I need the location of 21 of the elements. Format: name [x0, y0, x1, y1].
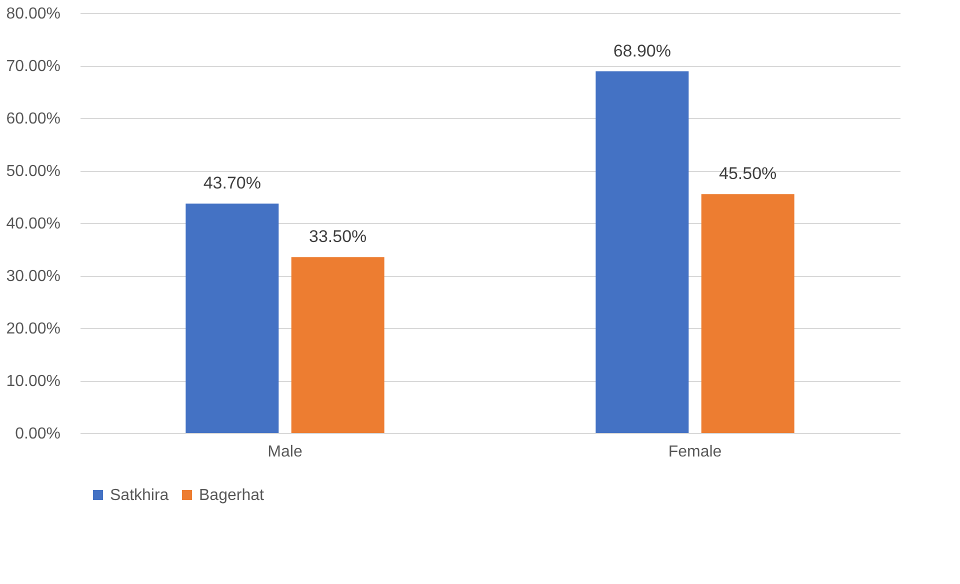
bar — [596, 71, 689, 433]
data-label: 45.50% — [719, 164, 777, 184]
y-tick-label: 60.00% — [6, 110, 60, 128]
y-tick-label: 50.00% — [6, 163, 60, 180]
y-tick-label: 20.00% — [6, 320, 60, 338]
data-label: 43.70% — [203, 174, 261, 193]
data-label: 68.90% — [613, 41, 671, 60]
x-tick-label: Female — [668, 444, 722, 460]
y-tick-label: 10.00% — [6, 373, 60, 390]
y-tick-label: 40.00% — [6, 216, 60, 232]
y-tick-label: 0.00% — [15, 426, 60, 442]
y-tick-label: 30.00% — [6, 268, 60, 285]
x-tick-label: Male — [268, 444, 302, 460]
bar — [186, 204, 279, 433]
bar — [701, 194, 794, 433]
legend-label: Satkhira — [110, 487, 169, 504]
bar — [291, 257, 384, 433]
data-label: 33.50% — [309, 227, 367, 246]
legend-label: Bagerhat — [199, 487, 264, 504]
y-tick-label: 80.00% — [6, 6, 60, 22]
y-tick-label: 70.00% — [6, 58, 60, 75]
